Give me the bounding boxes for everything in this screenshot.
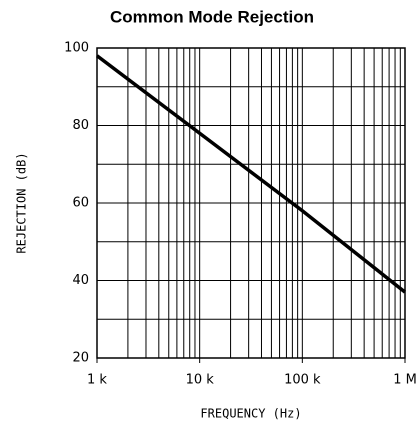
plot-frame (96, 47, 406, 359)
line (95, 54, 407, 294)
y-tick-label: 40 (72, 273, 89, 288)
x-tick-label: 10 k (186, 373, 215, 388)
y-tick-label: 20 (72, 351, 89, 366)
chart-title: Common Mode Rejection (110, 7, 314, 26)
y-tick-label: 80 (72, 118, 89, 133)
x-tick-label: 1 k (87, 373, 107, 388)
y-axis-label: REJECTION (dB) (15, 152, 29, 253)
x-tick-label: 100 k (284, 373, 321, 388)
y-tick-label: 100 (64, 41, 89, 56)
y-tick-label: 60 (72, 196, 89, 211)
x-axis-label: FREQUENCY (Hz) (200, 407, 301, 421)
x-tick-label: 1 M (393, 373, 417, 388)
